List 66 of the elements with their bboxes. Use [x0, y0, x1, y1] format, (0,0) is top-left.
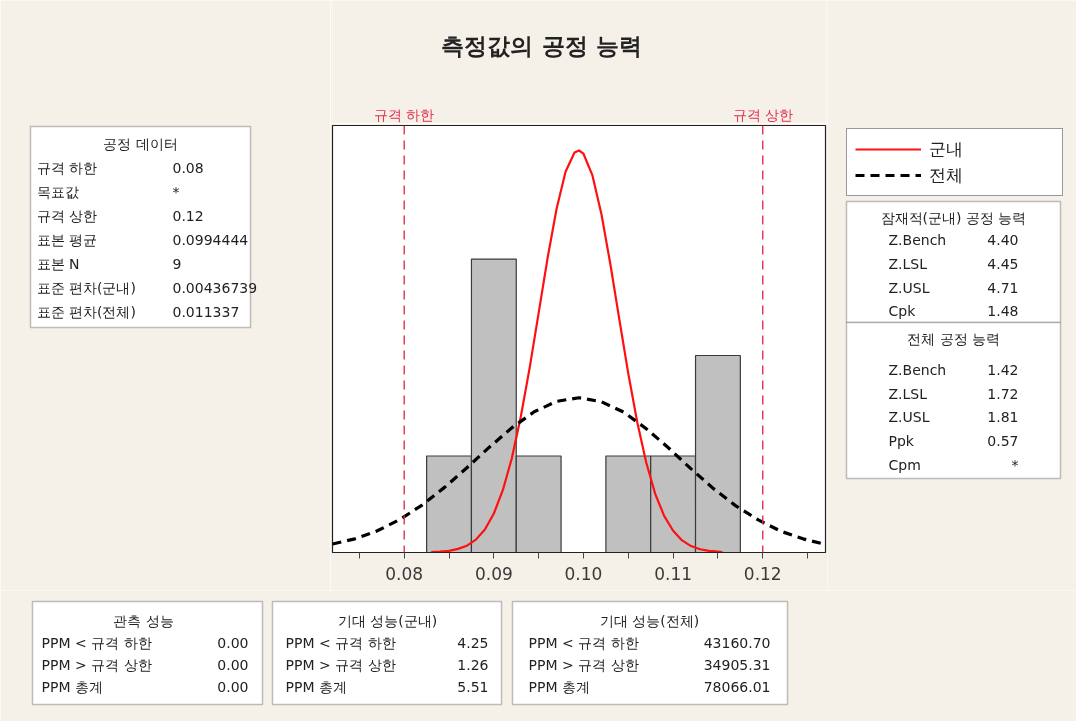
text: 전체 공정 능력: [907, 330, 1000, 347]
text: *: [1011, 456, 1019, 473]
text: Z.LSL: [888, 255, 928, 272]
text: 4.40: [987, 231, 1019, 248]
x-tick-label: 0.09: [474, 563, 513, 584]
text: 4.25: [457, 634, 489, 651]
text: 0.57: [987, 432, 1019, 449]
x-tick-label: 0.10: [564, 563, 603, 584]
text: 목표값: [36, 183, 79, 200]
text: 9: [172, 255, 182, 272]
text: PPM < 규격 하한: [528, 634, 639, 651]
text: 5.51: [457, 678, 489, 695]
text: Z.LSL: [888, 385, 928, 402]
text: 표준 편차(군내): [36, 279, 136, 296]
text: 규격 하한: [36, 159, 97, 176]
text: 1.26: [457, 656, 489, 673]
text: 표본 평균: [36, 231, 97, 248]
text: 관측 성능: [113, 612, 174, 629]
text: Z.USL: [888, 408, 930, 425]
chart-title: 측정값의 공정 능력: [441, 32, 642, 59]
text: 표준 편차(전체): [36, 303, 136, 320]
text: 잠재적(군내) 공정 능력: [880, 209, 1027, 226]
text: 0.0994444: [172, 231, 249, 248]
text: 1.72: [987, 385, 1019, 402]
text: Z.USL: [888, 279, 930, 296]
text: *: [172, 183, 180, 200]
text: Z.Bench: [888, 361, 947, 378]
text: PPM < 규격 하한: [41, 634, 152, 651]
text: 0.00: [217, 656, 249, 673]
text: 78066.01: [703, 678, 771, 695]
text: 기대 성능(군내): [337, 612, 438, 629]
ref-line-label: 규격 상한: [732, 106, 793, 123]
text: PPM < 규격 하한: [285, 634, 396, 651]
text: Ppk: [888, 432, 915, 449]
text: Cpm: [888, 456, 921, 473]
text: 0.00436739: [172, 279, 258, 296]
text: 34905.31: [703, 656, 771, 673]
text: 0.12: [172, 207, 204, 224]
text: PPM 총계: [528, 678, 590, 695]
text: PPM > 규격 상한: [528, 656, 639, 673]
text: 0.08: [172, 159, 204, 176]
text: 표본 N: [36, 255, 80, 272]
text: 0.00: [217, 634, 249, 651]
legend-label: 군내: [929, 137, 964, 161]
text: 4.45: [987, 255, 1019, 272]
text: 공정 데이터: [103, 135, 178, 152]
text: PPM 총계: [285, 678, 347, 695]
text: 0.011337: [172, 303, 240, 320]
ref-line-label: 규격 하한: [373, 106, 435, 123]
text: 규격 상한: [36, 207, 97, 224]
text: PPM 총계: [41, 678, 103, 695]
text: 4.71: [987, 279, 1019, 296]
text: 1.81: [987, 408, 1019, 425]
text: 1.48: [987, 302, 1019, 319]
text: Z.Bench: [888, 231, 947, 248]
x-tick-label: 0.08: [385, 563, 424, 584]
text: PPM > 규격 상한: [41, 656, 152, 673]
x-tick-label: 0.11: [654, 563, 693, 584]
x-tick-label: 0.12: [743, 563, 782, 584]
text: 43160.70: [703, 634, 771, 651]
text: Cpk: [888, 302, 917, 319]
legend-label: 전체: [929, 163, 964, 187]
text: 기대 성능(전체): [599, 612, 700, 629]
text: 0.00: [217, 678, 249, 695]
text: PPM > 규격 상한: [285, 656, 396, 673]
text: 1.42: [987, 361, 1019, 378]
